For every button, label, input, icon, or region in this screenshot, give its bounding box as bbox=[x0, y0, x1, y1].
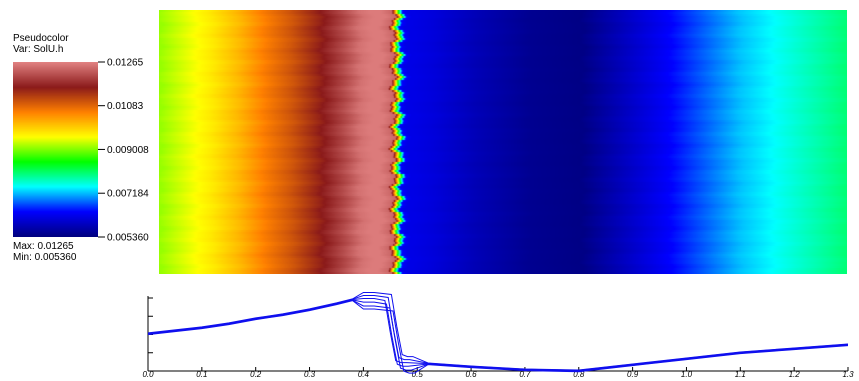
x-tick-label: 1.0 bbox=[681, 370, 693, 379]
x-tick-label: 0.6 bbox=[466, 370, 478, 379]
legend-variable: Var: SolU.h bbox=[13, 44, 64, 55]
colorbar bbox=[13, 62, 98, 237]
pseudocolor-field-plot bbox=[159, 10, 847, 274]
legend-max: Max: 0.01265 bbox=[13, 241, 74, 252]
colorbar-tick-label: 0.009008 bbox=[107, 145, 149, 156]
x-tick-label: 0.9 bbox=[627, 370, 639, 379]
series-line bbox=[147, 298, 849, 372]
series-line bbox=[147, 295, 849, 371]
colorbar-ticks: 0.01265 0.01083 0.009008 0.007184 0.005360 bbox=[98, 58, 149, 244]
series-line bbox=[147, 299, 849, 372]
x-tick-label: 0.7 bbox=[519, 370, 531, 379]
x-tick-label: 1.2 bbox=[789, 370, 801, 379]
x-tick-label: 1.3 bbox=[842, 370, 854, 379]
series-line bbox=[147, 299, 849, 372]
x-tick-label: 0.4 bbox=[358, 370, 370, 379]
legend-max-min: Max: 0.01265 Min: 0.005360 bbox=[13, 241, 76, 263]
series-line bbox=[147, 300, 849, 374]
x-tick-label: 1.1 bbox=[735, 370, 746, 379]
curve-plot: 0.0 0.1 0.2 0.3 0.4 0.5 0.6 0.7 0.8 0.9 1.0 1.1 1.2 1… bbox=[142, 292, 854, 379]
colorbar-tick-label: 0.007184 bbox=[107, 189, 149, 200]
x-tick-label: 0.8 bbox=[573, 370, 585, 379]
x-tick-label: 0.3 bbox=[304, 370, 316, 379]
legend-min: Min: 0.005360 bbox=[13, 252, 77, 263]
series-line bbox=[147, 292, 849, 371]
colorbar-tick-label: 0.01265 bbox=[107, 58, 144, 69]
x-tick-label: 0.2 bbox=[250, 370, 262, 379]
x-tick-label: 0.0 bbox=[142, 370, 154, 379]
legend-plot-type: Pseudocolor bbox=[13, 33, 69, 44]
colorbar-tick-label: 0.005360 bbox=[107, 233, 149, 244]
legend-title: Pseudocolor Var: SolU.h bbox=[13, 33, 69, 55]
x-tick-label: 0.1 bbox=[196, 370, 207, 379]
colorbar-tick-label: 0.01083 bbox=[107, 101, 144, 112]
x-tick-label: 0.5 bbox=[412, 370, 424, 379]
